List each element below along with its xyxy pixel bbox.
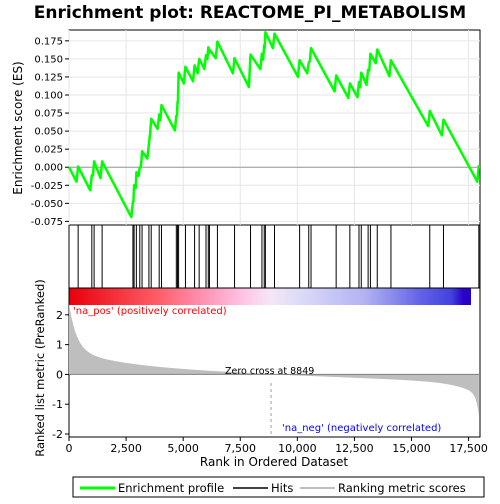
hits-group xyxy=(77,225,480,288)
x-tick-label: 0 xyxy=(66,442,73,455)
es-y-axis: -0.075 -0.050 -0.025 0.000 0.025 0.050 0.075 0.… xyxy=(31,36,69,228)
es-y-tick-label: 0.100 xyxy=(34,91,63,102)
ranking-metric-area xyxy=(69,303,479,417)
rank-color-bar xyxy=(69,288,480,305)
neg-label: 'na_neg' (negatively correlated) xyxy=(282,423,441,434)
zero-cross-label: Zero cross at 8849 xyxy=(225,366,314,377)
pos-label: 'na_pos' (positively correlated) xyxy=(73,306,227,317)
metric-y-tick-label: 0 xyxy=(56,368,63,381)
x-axis-label: Rank in Ordered Dataset xyxy=(200,455,348,469)
metric-y-tick-label: -1 xyxy=(52,398,63,411)
es-y-axis-label: Enrichment score (ES) xyxy=(11,61,25,194)
x-tick-label: 17,500 xyxy=(449,442,488,455)
es-y-tick-label: 0.050 xyxy=(34,127,63,138)
metric-y-axis: -2 -1 0 1 2 xyxy=(52,309,69,441)
metric-y-tick-label: -2 xyxy=(52,428,63,441)
x-tick-label: 15,000 xyxy=(392,442,431,455)
x-tick-label: 5,000 xyxy=(167,442,199,455)
x-tick-label: 7,500 xyxy=(225,442,257,455)
metric-group xyxy=(69,303,480,437)
es-grid xyxy=(68,30,480,225)
legend: Enrichment profile Hits Ranking metric s… xyxy=(72,476,485,498)
chart-title: Enrichment plot: REACTOME_PI_METABOLISM xyxy=(34,3,466,23)
enrichment-profile-line xyxy=(67,30,481,219)
x-tick-label: 10,000 xyxy=(278,442,317,455)
es-y-tick-label: 0.150 xyxy=(34,54,63,65)
metric-y-axis-label: Ranked list metric (PreRanked) xyxy=(33,279,47,457)
es-y-tick-label: 0.025 xyxy=(34,145,63,156)
es-y-tick-label: -0.025 xyxy=(31,181,63,192)
metric-y-tick-label: 2 xyxy=(56,309,63,322)
x-tick-label: 12,500 xyxy=(335,442,374,455)
x-tick-label: 2,500 xyxy=(110,442,142,455)
es-y-tick-label: 0.075 xyxy=(34,109,63,120)
es-y-tick-label: -0.050 xyxy=(31,199,63,210)
es-y-tick-label: 0.125 xyxy=(34,72,63,83)
legend-hits-label: Hits xyxy=(271,481,293,495)
x-axis: 0 2,500 5,000 7,500 10,000 12,500 15,000 17,500 xyxy=(66,437,488,455)
legend-box xyxy=(72,476,485,498)
legend-metric-label: Ranking metric scores xyxy=(338,481,466,495)
es-y-tick-label: 0.000 xyxy=(34,163,63,174)
rank-color-bar-end xyxy=(471,288,480,305)
es-y-tick-label: -0.075 xyxy=(31,217,63,228)
metric-y-tick-label: 1 xyxy=(56,339,63,352)
legend-profile-label: Enrichment profile xyxy=(118,481,224,495)
es-y-tick-label: 0.175 xyxy=(34,36,63,47)
